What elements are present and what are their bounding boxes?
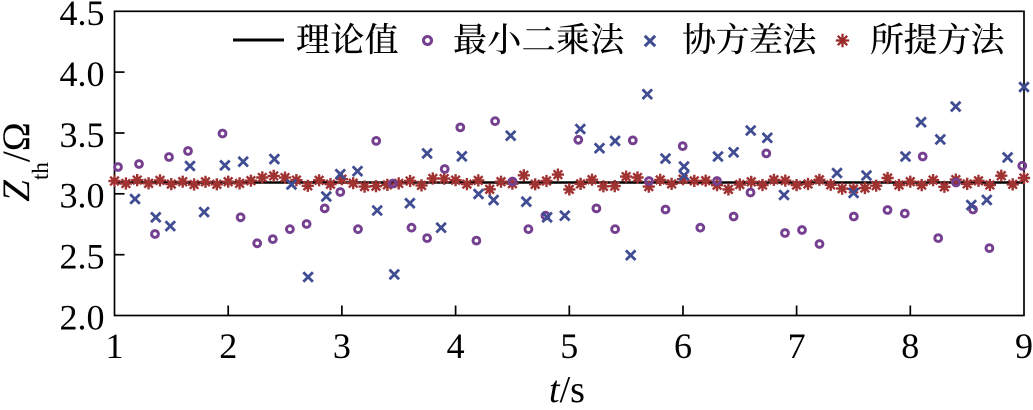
svg-text:6: 6	[674, 326, 692, 366]
svg-text:7: 7	[788, 326, 806, 366]
svg-text:Zth/Ω: Zth/Ω	[0, 122, 53, 201]
svg-text:5: 5	[560, 326, 578, 366]
svg-text:3.0: 3.0	[60, 176, 105, 216]
svg-text:9: 9	[1015, 326, 1033, 366]
svg-text:2.5: 2.5	[60, 237, 105, 277]
svg-text:4.0: 4.0	[60, 54, 105, 94]
svg-text:2.0: 2.0	[60, 297, 105, 337]
svg-text:4: 4	[447, 326, 465, 366]
svg-text:t/s: t/s	[549, 369, 585, 405]
svg-text:3: 3	[333, 326, 351, 366]
svg-text:8: 8	[901, 326, 919, 366]
svg-text:1: 1	[106, 326, 124, 366]
svg-text:2: 2	[219, 326, 237, 366]
svg-text:4.5: 4.5	[60, 0, 105, 33]
svg-text:3.5: 3.5	[60, 115, 105, 155]
